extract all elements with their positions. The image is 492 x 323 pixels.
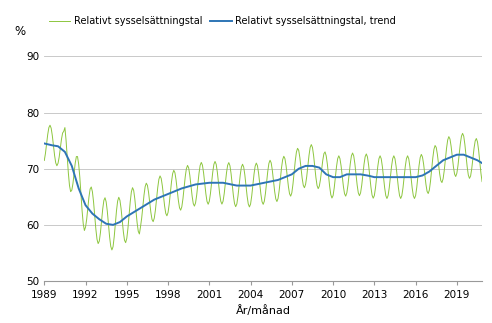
Relativt sysselsättningstal, trend <box>41 141 47 145</box>
Relativt sysselsättningstal <box>355 191 361 195</box>
Relativt sysselsättningstal, trend <box>354 172 360 176</box>
Relativt sysselsättningstal, trend <box>346 172 352 176</box>
Relativt sysselsättningstal, trend <box>324 173 330 177</box>
Relativt sysselsättningstal, trend <box>479 161 485 165</box>
Relativt sysselsättningstal <box>347 162 353 166</box>
Legend: Relativt sysselsättningstal, Relativt sysselsättningstal, trend: Relativt sysselsättningstal, Relativt sy… <box>45 12 400 30</box>
Relativt sysselsättningstal <box>41 159 47 162</box>
Relativt sysselsättningstal, trend <box>110 223 116 227</box>
Relativt sysselsättningstal <box>281 154 287 158</box>
Relativt sysselsättningstal <box>479 180 485 183</box>
Relativt sysselsättningstal <box>47 123 53 127</box>
Relativt sysselsättningstal, trend <box>179 186 185 190</box>
Y-axis label: %: % <box>15 25 26 38</box>
Relativt sysselsättningstal <box>326 173 332 177</box>
X-axis label: År/månad: År/månad <box>236 306 291 317</box>
Relativt sysselsättningstal, trend <box>280 176 286 180</box>
Relativt sysselsättningstal, trend <box>128 212 134 215</box>
Line: Relativt sysselsättningstal: Relativt sysselsättningstal <box>44 125 482 250</box>
Relativt sysselsättningstal <box>109 248 115 252</box>
Line: Relativt sysselsättningstal, trend: Relativt sysselsättningstal, trend <box>44 143 482 225</box>
Relativt sysselsättningstal <box>129 186 135 190</box>
Relativt sysselsättningstal <box>180 197 186 201</box>
